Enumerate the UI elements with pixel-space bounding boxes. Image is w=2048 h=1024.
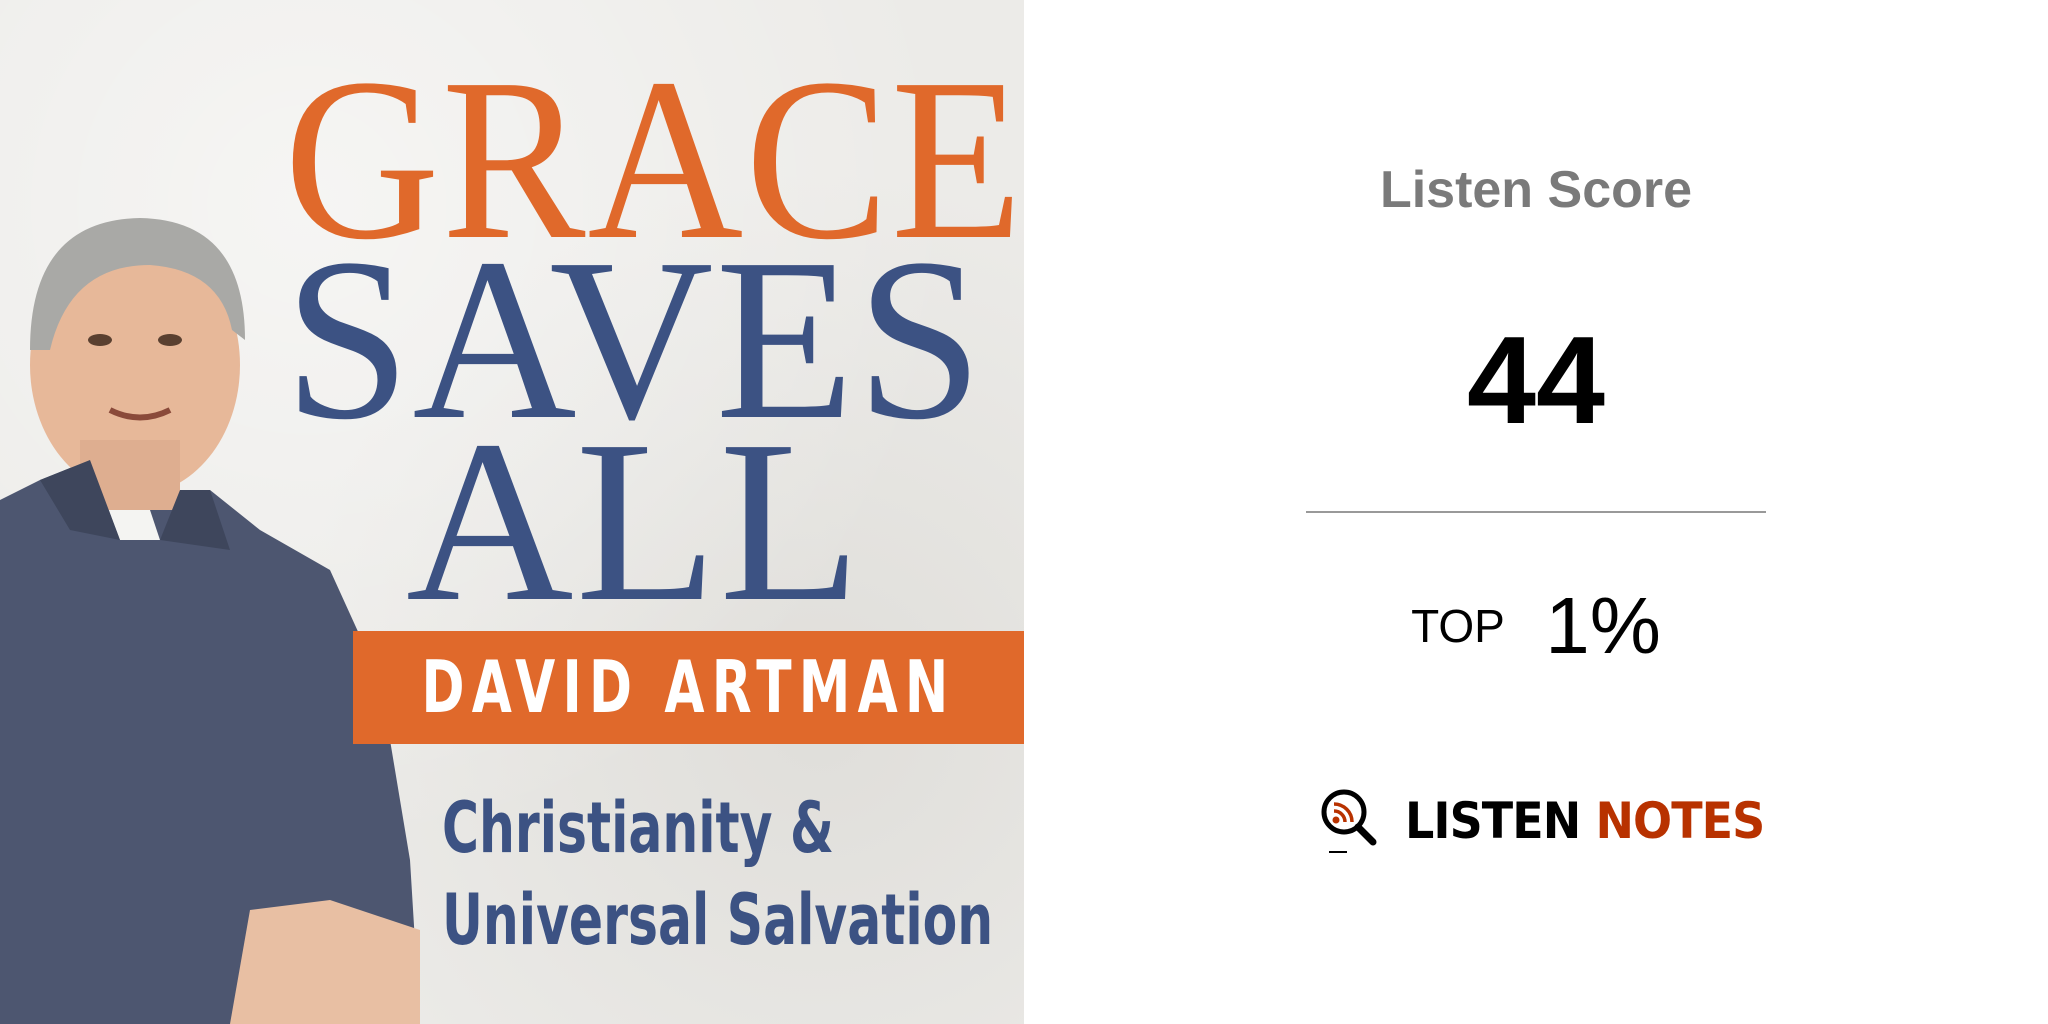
- rank-label: TOP: [1411, 600, 1505, 652]
- rank-row: TOP 1%: [1024, 580, 2048, 672]
- rank-value: 1%: [1545, 581, 1661, 670]
- podcast-cover-art: GRACE SAVES ALL DAVID ARTMAN Christianit…: [0, 0, 1024, 1024]
- listen-score-value: 44: [1467, 312, 1605, 450]
- logo-word-listen: LISTEN: [1405, 792, 1581, 850]
- cover-title-saves: SAVES: [284, 211, 985, 468]
- magnifier-rss-icon: [1321, 789, 1377, 853]
- cover-subtitle-line1: Christianity &: [442, 787, 834, 869]
- listen-score-panel: Listen Score 44 TOP 1% LISTEN NOTES: [1024, 0, 2048, 1024]
- cover-title-all: ALL: [406, 393, 863, 650]
- listen-notes-logo: LISTEN NOTES: [1319, 786, 1796, 856]
- divider: [1306, 511, 1766, 513]
- logo-word-notes: NOTES: [1595, 792, 1765, 850]
- author-band: DAVID ARTMAN: [353, 631, 1024, 744]
- cover-title-grace: GRACE: [284, 31, 1024, 288]
- logo-wordmark: LISTEN NOTES: [1405, 792, 1765, 850]
- host-photo: [0, 218, 420, 1024]
- cover-subtitle-line2: Universal Salvation: [442, 879, 994, 961]
- author-name: DAVID ARTMAN: [421, 645, 956, 729]
- listen-score-label: Listen Score: [1379, 161, 1693, 219]
